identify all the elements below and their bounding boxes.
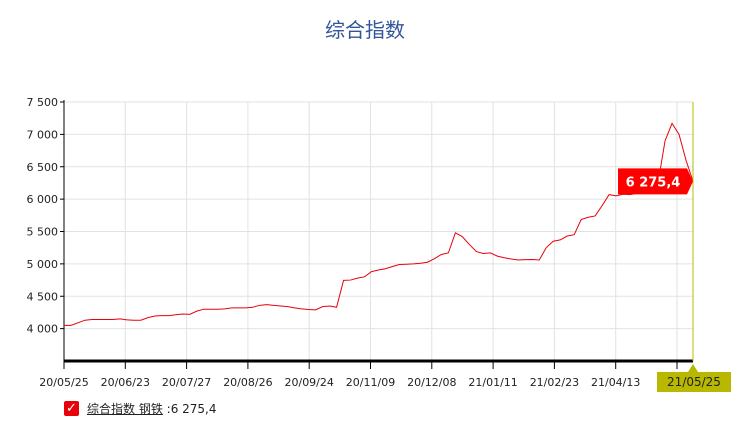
x-tick-label: 20/09/24 (284, 376, 333, 389)
x-tick-label: 21/04/13 (591, 376, 640, 389)
x-tick-label: 20/12/08 (407, 376, 456, 389)
y-tick-label: 4 500 (27, 290, 59, 303)
y-tick-label: 5 000 (27, 258, 59, 271)
cursor-date-flag (657, 364, 731, 392)
value-flag (618, 168, 693, 195)
legend-value: 6 275,4 (170, 401, 217, 416)
x-tick-label: 20/06/23 (101, 376, 150, 389)
cursor-date-label: 21/05/25 (667, 375, 721, 389)
y-tick-label: 4 000 (27, 323, 59, 336)
y-tick-label: 5 500 (27, 226, 59, 239)
x-tick-label: 21/02/23 (530, 376, 579, 389)
x-tick-label: 20/07/27 (162, 376, 211, 389)
x-tick-label: 20/11/09 (346, 376, 395, 389)
x-tick-label: 21/01/11 (468, 376, 517, 389)
legend-checkbox[interactable]: ✓ (64, 401, 79, 416)
y-tick-label: 6 000 (27, 193, 59, 206)
value-flag-label: 6 275,4 (626, 175, 681, 190)
y-tick-label: 6 500 (27, 161, 59, 174)
legend-separator: : (162, 401, 171, 416)
y-tick-label: 7 500 (27, 96, 59, 109)
chart-title: 综合指数 (325, 18, 405, 42)
legend-series-name[interactable]: 综合指数 钢铁 (87, 402, 163, 416)
x-tick-label: 20/08/26 (223, 376, 272, 389)
legend: ✓ 综合指数 钢铁 : 6 275,4 (64, 400, 217, 417)
y-tick-label: 7 000 (27, 128, 59, 141)
x-tick-label: 20/05/25 (39, 376, 88, 389)
series-line (64, 122, 694, 326)
